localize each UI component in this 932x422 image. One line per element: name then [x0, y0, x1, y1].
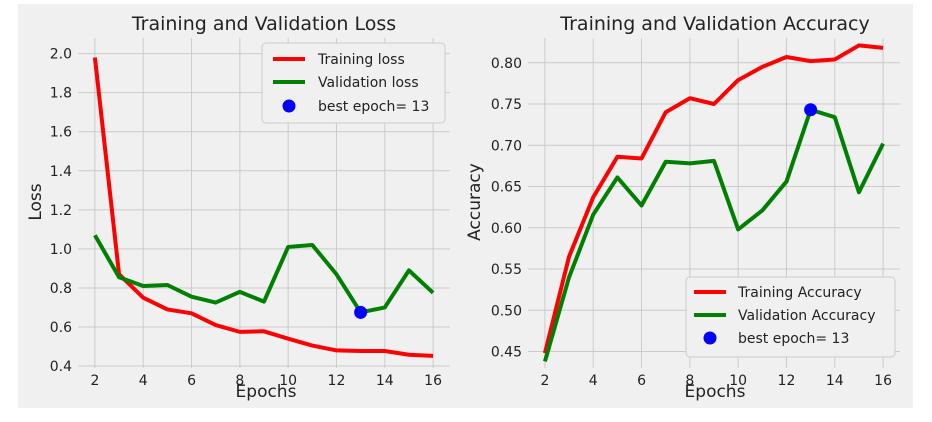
loss-x-axis-label: Epochs: [236, 382, 297, 402]
accuracy-legend-validation-label: Validation Accuracy: [738, 308, 876, 324]
loss-y-tick-label: 1.4: [50, 164, 72, 180]
accuracy-legend-training-label: Training Accuracy: [737, 285, 862, 301]
accuracy-y-tick-label: 0.75: [491, 97, 522, 113]
loss-x-tick-label: 2: [90, 373, 99, 389]
accuracy-y-tick-label: 0.80: [491, 56, 522, 72]
accuracy-chart-title: Training and Validation Accuracy: [559, 13, 869, 35]
accuracy-lines: [542, 43, 885, 362]
accuracy-x-tick-label: 14: [826, 373, 844, 389]
accuracy-y-tick-label: 0.60: [491, 221, 522, 237]
loss-legend-training-label: Training loss: [317, 52, 405, 68]
accuracy-y-tick-label: 0.50: [491, 303, 522, 319]
loss-x-tick-label: 16: [424, 373, 442, 389]
loss-legend-best-label: best epoch= 13: [318, 99, 429, 115]
accuracy-legend: Training Accuracy Validation Accuracy be…: [685, 276, 896, 358]
loss-x-tick-label: 12: [328, 373, 346, 389]
accuracy-x-tick-label: 16: [874, 373, 892, 389]
accuracy-validation-line: [542, 107, 885, 362]
accuracy-legend-best-label: best epoch= 13: [738, 331, 849, 347]
accuracy-training-line: [542, 43, 884, 354]
accuracy-x-axis-label: Epochs: [685, 382, 746, 402]
loss-x-tick-label: 4: [139, 373, 148, 389]
loss-chart: 2 4 6 8 10 12 14 16 0.4 0.6 0.8 1.0 1.2 1.4 1.6 1.8 2.0…: [26, 13, 450, 402]
loss-y-tick-label: 0.8: [50, 281, 72, 297]
accuracy-y-tick-label: 0.65: [491, 180, 522, 196]
accuracy-y-tick-labels: 0.45 0.50 0.55 0.60 0.65 0.70 0.75 0.80: [491, 56, 522, 361]
loss-chart-title: Training and Validation Loss: [131, 13, 396, 35]
loss-training-line: [92, 57, 434, 358]
accuracy-x-tick-label: 10: [729, 373, 747, 389]
loss-y-tick-label: 0.6: [50, 320, 72, 336]
accuracy-x-tick-label: 2: [540, 373, 549, 389]
loss-y-tick-label: 1.2: [50, 203, 72, 219]
loss-y-tick-label: 0.4: [50, 359, 72, 375]
accuracy-y-tick-label: 0.55: [491, 262, 522, 278]
accuracy-x-tick-label: 8: [685, 373, 694, 389]
loss-legend-box: [261, 42, 446, 124]
loss-x-tick-labels: 2 4 6 8 10 12 14 16: [90, 373, 442, 389]
loss-best-epoch-marker: [354, 305, 368, 319]
accuracy-legend-best-swatch: [703, 331, 717, 345]
loss-validation-line: [93, 234, 435, 315]
loss-best-marker-layer: [354, 305, 368, 319]
loss-y-tick-label: 1.8: [50, 86, 72, 102]
accuracy-y-tick-label: 0.70: [491, 138, 522, 154]
loss-legend-best-swatch: [282, 99, 296, 113]
loss-y-tick-labels: 0.4 0.6 0.8 1.0 1.2 1.4 1.6 1.8 2.0: [50, 47, 72, 375]
accuracy-x-tick-labels: 2 4 6 8 10 12 14 16: [540, 373, 892, 389]
loss-legend-validation-label: Validation loss: [318, 75, 419, 91]
accuracy-x-tick-label: 12: [778, 373, 796, 389]
accuracy-y-tick-label: 0.45: [491, 345, 522, 361]
accuracy-x-tick-label: 4: [589, 373, 598, 389]
loss-x-tick-label: 10: [279, 373, 297, 389]
accuracy-best-marker-layer: [804, 103, 818, 117]
loss-y-tick-label: 1.6: [50, 125, 72, 141]
loss-x-tick-label: 14: [376, 373, 394, 389]
loss-y-tick-label: 2.0: [50, 47, 72, 63]
accuracy-chart: 2 4 6 8 10 12 14 16 0.45 0.50 0.55 0.60 0.65 0.70 0.7…: [465, 13, 900, 402]
accuracy-y-axis-label: Accuracy: [465, 163, 485, 241]
loss-legend: Training loss Validation loss best epoch…: [261, 42, 446, 124]
accuracy-legend-box: [685, 276, 896, 358]
accuracy-x-tick-label: 6: [637, 373, 646, 389]
loss-y-axis-label: Loss: [26, 183, 46, 220]
loss-y-tick-label: 1.0: [50, 242, 72, 258]
accuracy-best-epoch-marker: [804, 103, 818, 117]
loss-x-tick-label: 6: [187, 373, 196, 389]
loss-x-tick-label: 8: [235, 373, 244, 389]
loss-lines: [92, 57, 435, 358]
